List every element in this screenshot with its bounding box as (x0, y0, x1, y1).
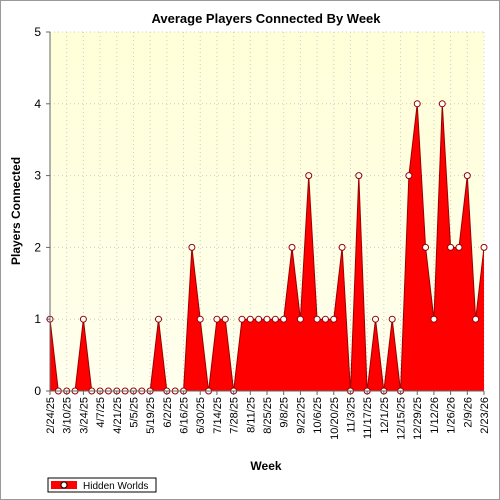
data-point (246, 315, 254, 323)
data-point (321, 315, 329, 323)
data-point (438, 100, 446, 108)
data-point (463, 172, 471, 180)
data-point (288, 243, 296, 251)
x-tick-label: 2/24/25 (45, 397, 57, 434)
y-axis-label: Players Connected (9, 157, 23, 265)
x-tick-label: 12/29/25 (412, 397, 424, 440)
data-point (296, 315, 304, 323)
data-point (313, 315, 321, 323)
x-tick-label: 6/2/25 (162, 397, 174, 428)
x-tick-label: 1/26/26 (446, 397, 458, 434)
x-tick-label: 3/24/25 (78, 397, 90, 434)
x-tick-label: 6/30/25 (195, 397, 207, 434)
data-point (330, 315, 338, 323)
data-point (455, 243, 463, 251)
y-tick-label: 0 (34, 384, 41, 398)
y-axis-ticks: 0 1 2 3 4 5 (34, 25, 50, 398)
data-point (480, 243, 488, 251)
x-tick-label: 10/6/25 (312, 397, 324, 434)
x-tick-label: 3/10/25 (62, 397, 74, 434)
data-point (405, 172, 413, 180)
x-tick-label: 7/28/25 (229, 397, 241, 434)
x-tick-label: 8/11/25 (245, 397, 257, 433)
y-tick-label: 4 (34, 97, 41, 111)
data-point (238, 315, 246, 323)
data-point (413, 100, 421, 108)
data-point (338, 243, 346, 251)
chart-title: Average Players Connected By Week (151, 11, 381, 26)
x-tick-label: 4/7/25 (95, 397, 107, 428)
data-point (255, 315, 263, 323)
data-point (263, 315, 271, 323)
x-tick-label: 12/1/25 (379, 397, 391, 434)
x-tick-label: 5/19/25 (145, 397, 157, 434)
data-point (196, 315, 204, 323)
x-tick-label: 2/23/26 (479, 397, 491, 434)
data-point (447, 243, 455, 251)
x-tick-label: 12/15/25 (396, 397, 408, 440)
data-point (221, 315, 229, 323)
x-tick-label: 8/25/25 (262, 397, 274, 434)
data-point (372, 315, 379, 323)
data-point (422, 243, 430, 251)
legend: Hidden Worlds (47, 477, 157, 493)
legend-marker (60, 481, 68, 489)
data-point (79, 315, 87, 323)
x-axis-ticks: 2/24/25 3/10/25 3/24/25 4/7/25 4/21/25 5/5/25… (45, 391, 491, 440)
data-point (155, 315, 162, 323)
x-tick-label: 1/12/26 (429, 397, 441, 434)
x-axis-label: Week (250, 459, 281, 473)
x-tick-label: 5/5/25 (128, 397, 140, 428)
x-tick-label: 6/16/25 (179, 397, 191, 434)
x-tick-label: 11/3/25 (345, 397, 357, 433)
data-point (188, 243, 196, 251)
y-tick-label: 5 (34, 25, 41, 39)
data-point (305, 172, 313, 180)
x-tick-label: 7/14/25 (212, 397, 224, 434)
x-tick-label: 11/17/25 (362, 397, 374, 439)
data-point (472, 315, 480, 323)
legend-label-hidden-worlds: Hidden Worlds (83, 481, 148, 492)
x-tick-label: 2/9/26 (462, 397, 474, 428)
x-tick-label: 10/20/25 (329, 397, 341, 440)
data-point (271, 315, 279, 323)
data-point (213, 315, 221, 323)
data-point (388, 315, 396, 323)
y-tick-label: 3 (34, 169, 41, 183)
y-tick-label: 2 (34, 240, 41, 254)
data-point (430, 315, 438, 323)
data-point (280, 315, 288, 323)
data-point (355, 172, 363, 180)
y-tick-label: 1 (34, 312, 41, 326)
x-tick-label: 9/22/25 (295, 397, 307, 434)
x-tick-label: 9/8/25 (279, 397, 291, 428)
x-tick-label: 4/21/25 (112, 397, 124, 434)
